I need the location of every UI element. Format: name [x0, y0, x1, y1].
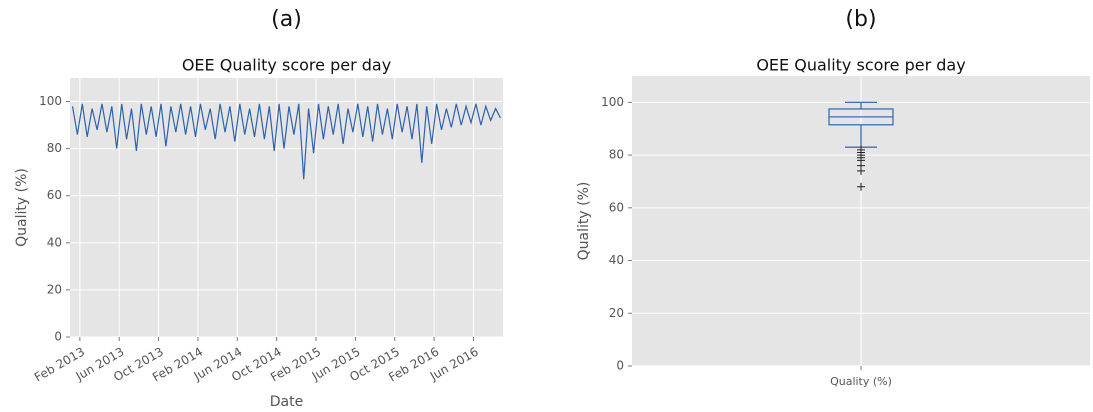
y-tick-label: 0	[616, 359, 624, 373]
y-tick-label: 0	[54, 330, 62, 344]
y-axis-label: Quality (%)	[14, 168, 30, 247]
outlier	[857, 182, 865, 191]
y-tick-label: 80	[609, 148, 624, 162]
y-axis-label: Quality (%)	[576, 182, 592, 261]
y-tick-label: 40	[609, 253, 624, 267]
x-axis-label: Date	[270, 394, 303, 410]
panel-label: (b)	[845, 7, 876, 32]
chart-title: OEE Quality score per day	[756, 56, 965, 75]
y-tick-label: 100	[601, 95, 624, 109]
y-tick-label: 40	[47, 235, 62, 249]
y-tick-label: 60	[47, 188, 62, 202]
chart-title: OEE Quality score per day	[182, 56, 391, 75]
panel-label: (a)	[271, 7, 302, 32]
line	[71, 103, 502, 180]
y-tick-label: 80	[47, 141, 62, 155]
x-tick-label: Quality (%)	[830, 375, 892, 388]
y-tick-label: 100	[39, 94, 62, 108]
plot-area	[70, 78, 503, 337]
y-tick-label: 60	[609, 200, 624, 214]
y-tick-label: 20	[609, 306, 624, 320]
outlier	[857, 166, 865, 175]
y-tick-label: 20	[47, 282, 62, 296]
